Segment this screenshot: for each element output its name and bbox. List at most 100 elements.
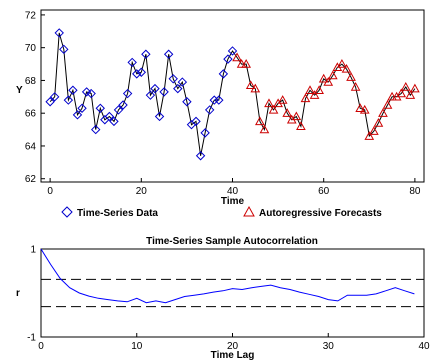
data-point-diamond [141, 49, 151, 59]
x-tick-label: 20 [136, 186, 148, 197]
autocorrelation-chart: Time-Series Sample Autocorrelation 0 10 20… [16, 236, 430, 361]
data-point-diamond [54, 28, 64, 38]
data-point-diamond [200, 128, 210, 138]
forecast-point-triangle [364, 131, 375, 140]
forecast-point-triangle [346, 72, 356, 81]
forecast-point-triangle [410, 83, 420, 93]
forecast-point-triangle [268, 104, 279, 114]
data-point-diamond [59, 44, 69, 55]
forecast-point-triangle [359, 104, 370, 114]
data-point-diamond [45, 97, 55, 107]
data-point-diamond [163, 49, 174, 59]
forecast-point-triangle [245, 80, 256, 90]
data-point-diamond [122, 88, 133, 99]
data-point-diamond [49, 92, 60, 102]
y-tick-label: 64 [25, 141, 37, 152]
forecast-point-triangle [318, 73, 329, 83]
forecast-point-triangle [282, 108, 293, 117]
legend-entry-data: Time-Series Data [61, 206, 158, 219]
forecast-point-triangle [232, 52, 242, 62]
forecast-point-triangle [350, 81, 361, 91]
data-point-diamond [191, 116, 201, 127]
forecast-point-triangle [291, 111, 302, 121]
forecast-point-triangle [250, 83, 261, 93]
data-point-diamond [173, 83, 183, 94]
data-point-diamond [209, 95, 219, 105]
forecast-point-triangle [355, 103, 366, 112]
forecast-point-triangle [400, 81, 411, 91]
forecast-point-triangle [341, 63, 352, 73]
data-point-diamond [168, 74, 178, 84]
forecast-point-triangle [323, 77, 334, 86]
data-point-diamond [91, 124, 101, 135]
y-tick-label: 66 [25, 109, 37, 120]
data-point-diamond [227, 46, 238, 56]
bottom-chart-title: Time-Series Sample Autocorrelation [146, 236, 318, 247]
x-tick-label: 30 [323, 341, 335, 352]
data-point-diamond [77, 103, 87, 113]
x-tick-label: 40 [418, 341, 430, 352]
y-tick-label: 62 [25, 174, 37, 185]
forecast-point-triangle [327, 70, 338, 80]
time-series-chart: 0 20 40 60 80 62 64 66 68 70 72 Y Time Time-Series… [16, 9, 425, 219]
data-point-diamond [81, 87, 92, 97]
data-point-diamond [68, 85, 78, 95]
forecast-point-triangle [382, 99, 393, 109]
data-point-diamond [218, 69, 229, 79]
data-point-diamond [113, 105, 124, 115]
forecast-point-triangle [405, 90, 416, 99]
x-tick-label: 80 [409, 186, 421, 197]
forecast-point-triangle [337, 59, 347, 68]
forecast-point-triangle [296, 121, 306, 131]
forecast-point-triangle [378, 108, 388, 117]
data-point-diamond [159, 87, 169, 97]
data-point-diamond [177, 77, 188, 87]
confidence-bounds [41, 278, 424, 308]
autocorrelation-line [40, 248, 415, 304]
forecast-point-triangle [264, 98, 274, 108]
top-x-axis-label: Time [221, 196, 245, 207]
time-series-data-points [45, 28, 238, 161]
data-point-diamond [154, 111, 165, 122]
forecast-points [232, 52, 420, 140]
data-point-diamond [214, 95, 224, 105]
forecast-point-triangle [259, 124, 270, 134]
data-point-diamond [136, 67, 147, 77]
triangle-marker-icon [243, 205, 255, 217]
data-point-diamond [95, 103, 105, 113]
forecast-point-triangle [373, 117, 384, 127]
x-tick-label: 0 [47, 186, 53, 197]
bottom-axes: 0 10 20 30 40 -1 1 [27, 245, 430, 353]
data-point-diamond [145, 90, 156, 100]
y-tick-label: 70 [25, 43, 37, 54]
forecast-point-triangle [309, 90, 320, 99]
legend-label-data: Time-Series Data [77, 208, 158, 219]
y-tick-label: 1 [30, 245, 36, 256]
forecast-point-triangle [314, 85, 324, 94]
data-point-diamond [104, 111, 115, 122]
data-point-diamond [204, 105, 215, 115]
forecast-point-triangle [277, 95, 288, 104]
data-point-diamond [86, 88, 96, 99]
data-point-diamond [223, 54, 233, 64]
legend-label-forecast: Autoregressive Forecasts [259, 208, 382, 219]
forecast-point-triangle [255, 116, 265, 126]
x-tick-label: 40 [227, 186, 239, 197]
top-plot-frame [40, 9, 425, 183]
x-tick-label: 0 [38, 341, 44, 352]
y-tick-label: 72 [25, 10, 37, 21]
forecast-point-triangle [396, 88, 407, 98]
top-axes: 0 20 40 60 80 62 64 66 68 70 72 [25, 10, 421, 197]
data-point-diamond [72, 110, 83, 120]
data-point-diamond [182, 97, 192, 107]
data-point-diamond [127, 57, 137, 68]
y-tick-label: -1 [27, 333, 36, 344]
x-tick-label: 60 [318, 186, 330, 197]
forecast-point-triangle [368, 126, 379, 135]
forecast-point-triangle [305, 85, 315, 94]
top-y-axis-label: Y [16, 85, 23, 96]
data-point-diamond [150, 83, 160, 94]
forecast-point-triangle [241, 59, 252, 68]
